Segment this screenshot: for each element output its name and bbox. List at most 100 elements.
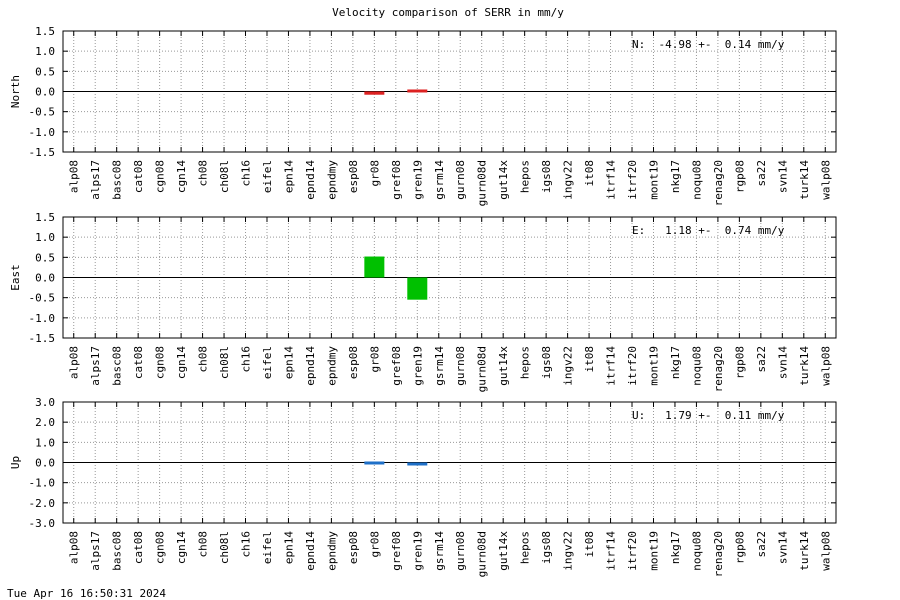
- x-tick-label: cat08: [132, 160, 145, 193]
- x-tick-label: gref08: [390, 346, 403, 386]
- x-tick-label: igs08: [540, 160, 553, 193]
- x-tick-label: noqu08: [690, 346, 703, 386]
- x-tick-label: gurn08: [454, 531, 467, 571]
- x-tick-label: ch08l: [218, 531, 231, 564]
- x-tick-label: gren19: [411, 346, 424, 386]
- x-tick-label: cat08: [132, 346, 145, 379]
- x-tick-label: gut14x: [497, 160, 510, 200]
- x-tick-label: noqu08: [690, 531, 703, 571]
- annotation: U: 1.79 +- 0.11 mm/y: [632, 409, 785, 422]
- y-tick-label: 1.0: [35, 45, 55, 58]
- x-tick-label: epnd14: [304, 346, 317, 386]
- x-tick-label: sa22: [755, 160, 768, 187]
- x-tick-label: epndmy: [325, 160, 338, 200]
- x-tick-label: ch16: [240, 160, 253, 187]
- bar: [407, 277, 428, 300]
- x-tick-label: hepos: [519, 160, 532, 193]
- x-tick-label: ch08: [197, 160, 210, 187]
- y-tick-label: -1.0: [29, 126, 56, 139]
- x-tick-label: esp08: [347, 531, 360, 564]
- x-tick-label: rgp08: [733, 531, 746, 564]
- x-tick-label: cgn08: [154, 346, 167, 379]
- y-tick-label: 3.0: [35, 396, 55, 409]
- x-tick-label: esp08: [347, 160, 360, 193]
- x-tick-label: epn14: [282, 160, 295, 193]
- y-axis-label: East: [9, 264, 22, 291]
- annotation: E: 1.18 +- 0.74 mm/y: [632, 224, 785, 237]
- y-tick-label: 0.0: [35, 457, 55, 470]
- x-tick-label: gsrm14: [433, 160, 446, 200]
- plot-frame: [62, 216, 837, 339]
- x-tick-label: alp08: [68, 346, 81, 379]
- figure-title: Velocity comparison of SERR in mm/y: [332, 6, 564, 19]
- x-tick-label: basc08: [111, 160, 124, 200]
- panel: -1.5 -1.0 -0.5 0.0 0.5 1.0 1.5 alp08 alps17 basc0…: [9, 211, 837, 392]
- x-tick-label: itrf14: [605, 160, 618, 200]
- y-tick-label: 1.0: [35, 436, 55, 449]
- x-tick-label: svn14: [776, 160, 789, 193]
- x-tick-label: walp08: [819, 160, 832, 200]
- x-tick-label: ingv22: [562, 346, 575, 386]
- x-tick-label: eifel: [261, 346, 274, 379]
- y-tick-label: -1.0: [29, 477, 56, 490]
- x-tick-label: gurn08: [454, 346, 467, 386]
- x-tick-label: igs08: [540, 531, 553, 564]
- x-tick-label: epnd14: [304, 160, 317, 200]
- annotation: N: -4.98 +- 0.14 mm/y: [632, 38, 785, 51]
- x-tick-label: mont19: [647, 346, 660, 386]
- x-tick-label: basc08: [111, 346, 124, 386]
- y-tick-label: 1.5: [35, 25, 55, 38]
- x-tick-label: nkg17: [669, 346, 682, 379]
- x-tick-label: hepos: [519, 346, 532, 379]
- x-tick-label: renag20: [712, 160, 725, 206]
- x-tick-label: gurn08d: [476, 346, 489, 392]
- x-tick-label: gsrm14: [433, 531, 446, 571]
- bar: [364, 461, 385, 465]
- x-tick-label: gurn08d: [476, 531, 489, 577]
- x-tick-label: ch08: [197, 346, 210, 373]
- x-tick-label: alps17: [89, 531, 102, 571]
- x-tick-label: hepos: [519, 531, 532, 564]
- x-tick-label: it08: [583, 160, 596, 187]
- x-tick-label: alps17: [89, 160, 102, 200]
- x-tick-label: svn14: [776, 346, 789, 379]
- x-tick-label: turk14: [798, 346, 811, 386]
- y-tick-label: -1.0: [29, 312, 56, 325]
- x-tick-label: gr08: [368, 346, 381, 373]
- panel: -3.0 -2.0 -1.0 0.0 1.0 2.0 3.0 alp08 alps17 basc0…: [9, 396, 837, 577]
- y-tick-label: 2.0: [35, 416, 55, 429]
- x-tick-label: gurn08d: [476, 160, 489, 206]
- x-tick-label: gurn08: [454, 160, 467, 200]
- y-tick-label: -0.5: [29, 292, 56, 305]
- x-tick-label: epndmy: [325, 531, 338, 571]
- x-tick-label: sa22: [755, 531, 768, 558]
- x-tick-label: turk14: [798, 531, 811, 571]
- x-tick-label: gren19: [411, 160, 424, 200]
- x-tick-label: noqu08: [690, 160, 703, 200]
- x-tick-label: ingv22: [562, 531, 575, 571]
- x-tick-label: gren19: [411, 531, 424, 571]
- x-tick-label: nkg17: [669, 160, 682, 193]
- x-tick-label: renag20: [712, 346, 725, 392]
- y-axis-label: Up: [9, 456, 22, 469]
- x-tick-label: ch08: [197, 531, 210, 558]
- y-tick-label: -3.0: [29, 517, 56, 530]
- panel: -1.5 -1.0 -0.5 0.0 0.5 1.0 1.5 alp08 alps17 basc0…: [9, 25, 837, 206]
- x-tick-label: igs08: [540, 346, 553, 379]
- x-tick-label: gsrm14: [433, 346, 446, 386]
- y-tick-label: -1.5: [29, 332, 56, 345]
- x-tick-label: alp08: [68, 160, 81, 193]
- x-tick-label: mont19: [647, 531, 660, 571]
- x-tick-label: nkg17: [669, 531, 682, 564]
- x-tick-label: itrf20: [626, 531, 639, 571]
- x-tick-label: it08: [583, 346, 596, 373]
- x-tick-label: gr08: [368, 160, 381, 187]
- x-tick-label: cgn08: [154, 531, 167, 564]
- x-tick-label: alp08: [68, 531, 81, 564]
- timestamp: Tue Apr 16 16:50:31 2024: [7, 587, 166, 600]
- x-tick-label: gref08: [390, 531, 403, 571]
- y-tick-label: -1.5: [29, 146, 56, 159]
- y-tick-label: 0.0: [35, 86, 55, 99]
